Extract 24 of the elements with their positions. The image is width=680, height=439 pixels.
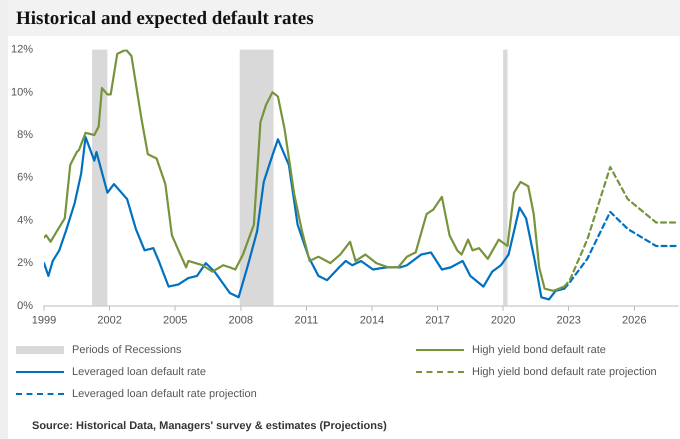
x-tick-label: 2023	[556, 314, 581, 326]
x-tick-label: 2017	[425, 314, 450, 326]
x-tick-label: 2008	[228, 314, 254, 326]
chart-title: Historical and expected default rates	[8, 0, 680, 36]
legend-label: Periods of Recessions	[72, 344, 182, 356]
y-tick-label: 4%	[17, 214, 34, 226]
y-tick-label: 8%	[17, 129, 34, 142]
y-tick-label: 0%	[17, 300, 34, 312]
y-tick-label: 2%	[17, 257, 34, 270]
legend-label: High yield bond default rate projection	[472, 366, 657, 378]
source-note: Source: Historical Data, Managers' survey & estimates (Projections)	[32, 420, 387, 432]
x-tick-label: 2020	[490, 314, 516, 326]
y-tick-label: 10%	[10, 86, 34, 98]
y-tick-label: 12%	[10, 44, 34, 56]
x-tick-label: 2002	[97, 314, 122, 326]
legend-label: Leveraged loan default rate projection	[72, 388, 257, 400]
legend-label: Leveraged loan default rate	[72, 366, 206, 378]
x-tick-label: 2026	[622, 314, 647, 326]
x-tick-label: 2014	[360, 314, 384, 326]
x-tick-label: 1999	[32, 314, 56, 326]
x-tick-label: 2005	[162, 314, 188, 326]
y-tick-label: 6%	[17, 172, 34, 184]
legend-label: High yield bond default rate	[472, 344, 606, 356]
x-tick-label: 2011	[294, 314, 318, 326]
